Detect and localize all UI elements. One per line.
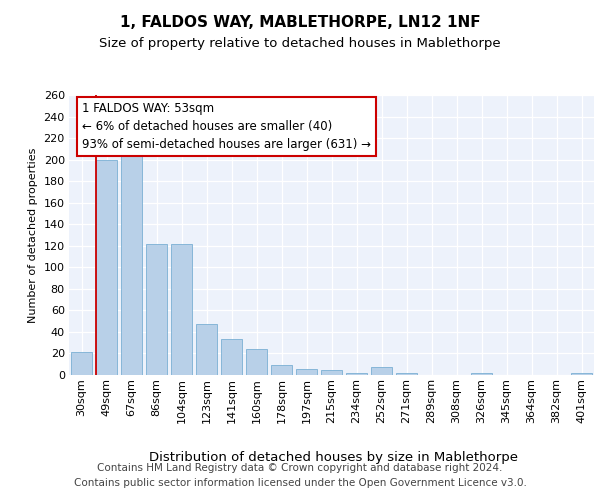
- Bar: [571, 373, 592, 375]
- Text: Size of property relative to detached houses in Mablethorpe: Size of property relative to detached ho…: [99, 38, 501, 51]
- Bar: [96, 160, 117, 375]
- Bar: [121, 146, 142, 375]
- Text: 1 FALDOS WAY: 53sqm
← 6% of detached houses are smaller (40)
93% of semi-detache: 1 FALDOS WAY: 53sqm ← 6% of detached hou…: [82, 102, 371, 151]
- Bar: [471, 373, 492, 375]
- Text: Contains HM Land Registry data © Crown copyright and database right 2024.
Contai: Contains HM Land Registry data © Crown c…: [74, 462, 526, 487]
- Bar: [146, 244, 167, 375]
- Bar: [346, 373, 367, 375]
- Bar: [271, 366, 292, 375]
- Bar: [371, 368, 392, 375]
- Y-axis label: Number of detached properties: Number of detached properties: [28, 148, 38, 322]
- Bar: [196, 324, 217, 375]
- Bar: [221, 340, 242, 375]
- Bar: [321, 370, 342, 375]
- Text: 1, FALDOS WAY, MABLETHORPE, LN12 1NF: 1, FALDOS WAY, MABLETHORPE, LN12 1NF: [119, 15, 481, 30]
- Bar: [246, 349, 267, 375]
- Bar: [171, 244, 192, 375]
- Bar: [296, 368, 317, 375]
- Bar: [71, 352, 92, 375]
- Text: Distribution of detached houses by size in Mablethorpe: Distribution of detached houses by size …: [149, 451, 517, 464]
- Bar: [396, 373, 417, 375]
